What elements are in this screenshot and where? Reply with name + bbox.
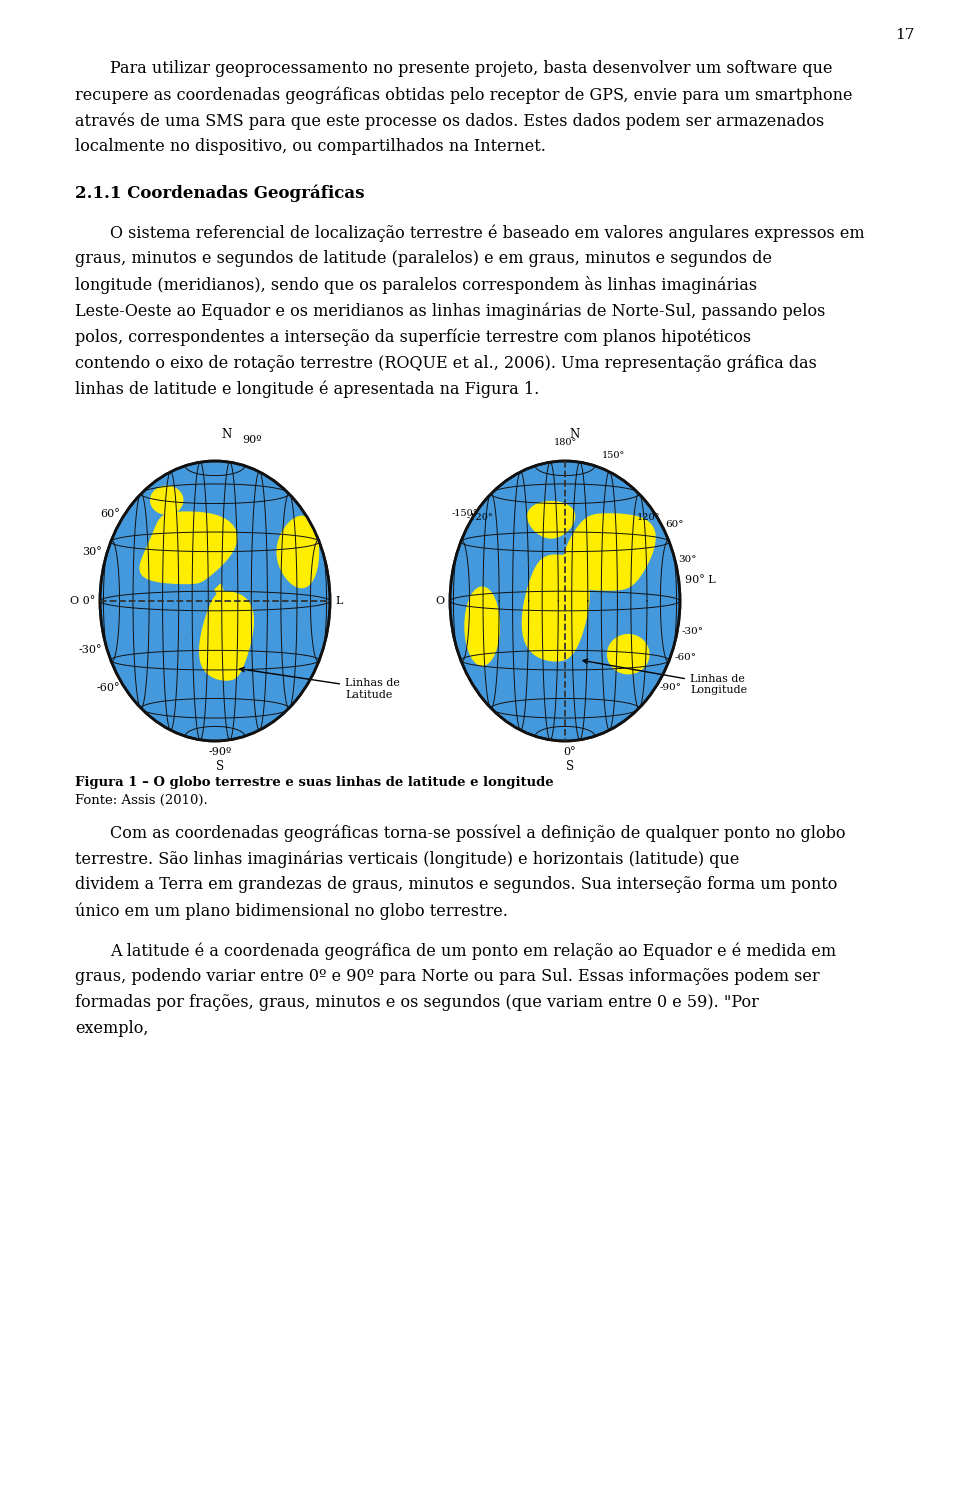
Text: 90º: 90º: [242, 435, 261, 445]
Text: Leste-Oeste ao Equador e os meridianos as linhas imaginárias de Norte-Sul, passa: Leste-Oeste ao Equador e os meridianos a…: [75, 301, 826, 319]
Text: Para utilizar geoprocessamento no presente projeto, basta desenvolver um softwar: Para utilizar geoprocessamento no presen…: [110, 60, 832, 76]
Text: longitude (meridianos), sendo que os paralelos correspondem às linhas imaginária: longitude (meridianos), sendo que os par…: [75, 276, 757, 294]
Text: único em um plano bidimensional no globo terrestre.: único em um plano bidimensional no globo…: [75, 902, 508, 919]
Text: formadas por frações, graus, minutos e os segundos (que variam entre 0 e 59). "P: formadas por frações, graus, minutos e o…: [75, 994, 758, 1010]
Text: O sistema referencial de localização terrestre é baseado em valores angulares ex: O sistema referencial de localização ter…: [110, 223, 865, 241]
Text: -90°: -90°: [660, 684, 682, 693]
Text: 2.1.1 Coordenadas Geográficas: 2.1.1 Coordenadas Geográficas: [75, 184, 365, 201]
Text: 30°: 30°: [83, 547, 103, 558]
Text: Linhas de
Longitude: Linhas de Longitude: [583, 660, 747, 696]
Text: O 0°: O 0°: [70, 597, 95, 606]
Text: Linhas de
Latitude: Linhas de Latitude: [240, 667, 400, 700]
Text: Figura 1 – O globo terrestre e suas linhas de latitude e longitude: Figura 1 – O globo terrestre e suas linh…: [75, 776, 554, 788]
Polygon shape: [140, 513, 237, 583]
Text: -30°: -30°: [79, 645, 103, 655]
Ellipse shape: [450, 462, 680, 741]
Text: terrestre. São linhas imaginárias verticais (longitude) e horizontais (latitude): terrestre. São linhas imaginárias vertic…: [75, 850, 739, 868]
Text: -30°: -30°: [682, 627, 703, 636]
Polygon shape: [215, 585, 225, 601]
Text: através de uma SMS para que este processe os dados. Estes dados podem ser armaze: através de uma SMS para que este process…: [75, 112, 825, 129]
Text: L: L: [335, 597, 343, 606]
Text: 17: 17: [896, 28, 915, 42]
Polygon shape: [151, 486, 182, 514]
Text: contendo o eixo de rotação terrestre (ROQUE et al., 2006). Uma representação grá: contendo o eixo de rotação terrestre (RO…: [75, 354, 817, 372]
Text: -60°: -60°: [674, 652, 696, 661]
Text: 120°: 120°: [636, 513, 660, 522]
Text: Fonte: Assis (2010).: Fonte: Assis (2010).: [75, 794, 207, 806]
Text: -60°: -60°: [96, 684, 120, 693]
Polygon shape: [465, 588, 499, 666]
Polygon shape: [563, 514, 655, 591]
Text: 180°: 180°: [553, 438, 577, 447]
Text: 60°: 60°: [100, 510, 120, 519]
Text: -90º: -90º: [208, 747, 231, 757]
Text: -150°: -150°: [452, 510, 478, 519]
Text: S: S: [566, 760, 574, 773]
Text: 150°: 150°: [602, 451, 625, 460]
Text: linhas de latitude e longitude é apresentada na Figura 1.: linhas de latitude e longitude é apresen…: [75, 381, 540, 397]
Text: O: O: [436, 597, 445, 606]
Polygon shape: [277, 517, 319, 588]
Text: A latitude é a coordenada geográfica de um ponto em relação ao Equador e é medid: A latitude é a coordenada geográfica de …: [110, 941, 836, 959]
Text: graus, minutos e segundos de latitude (paralelos) e em graus, minutos e segundos: graus, minutos e segundos de latitude (p…: [75, 250, 772, 267]
Text: localmente no dispositivo, ou compartilhados na Internet.: localmente no dispositivo, ou compartilh…: [75, 138, 546, 154]
Text: N: N: [222, 429, 232, 441]
Text: dividem a Terra em grandezas de graus, minutos e segundos. Sua interseção forma : dividem a Terra em grandezas de graus, m…: [75, 875, 837, 893]
Text: exemplo,: exemplo,: [75, 1019, 149, 1037]
Text: Com as coordenadas geográficas torna-se possível a definição de qualquer ponto n: Com as coordenadas geográficas torna-se …: [110, 824, 846, 841]
Polygon shape: [522, 555, 589, 661]
Text: polos, correspondentes a interseção da superfície terrestre com planos hipotétic: polos, correspondentes a interseção da s…: [75, 328, 751, 345]
Polygon shape: [608, 634, 649, 673]
Text: 0°: 0°: [564, 747, 576, 757]
Text: graus, podendo variar entre 0º e 90º para Norte ou para Sul. Essas informações p: graus, podendo variar entre 0º e 90º par…: [75, 968, 820, 985]
Text: -120°: -120°: [467, 513, 493, 522]
Ellipse shape: [100, 462, 330, 741]
Text: 60°: 60°: [665, 520, 684, 529]
Text: S: S: [216, 760, 224, 773]
Text: 30°: 30°: [679, 555, 697, 564]
Polygon shape: [528, 502, 575, 538]
Text: recupere as coordenadas geográficas obtidas pelo receptor de GPS, envie para um : recupere as coordenadas geográficas obti…: [75, 85, 852, 103]
Text: 90° L: 90° L: [685, 576, 715, 585]
Polygon shape: [200, 592, 253, 681]
Text: N: N: [570, 429, 580, 441]
